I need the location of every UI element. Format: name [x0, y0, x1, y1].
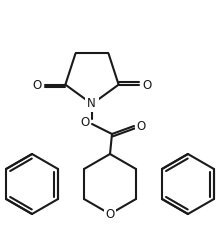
- Text: O: O: [136, 119, 146, 132]
- Text: N: N: [89, 96, 97, 109]
- Text: O: O: [105, 208, 115, 220]
- Text: N: N: [87, 96, 95, 109]
- Text: O: O: [33, 79, 42, 92]
- Text: O: O: [142, 79, 151, 92]
- Text: N: N: [88, 98, 96, 111]
- Text: O: O: [80, 115, 90, 128]
